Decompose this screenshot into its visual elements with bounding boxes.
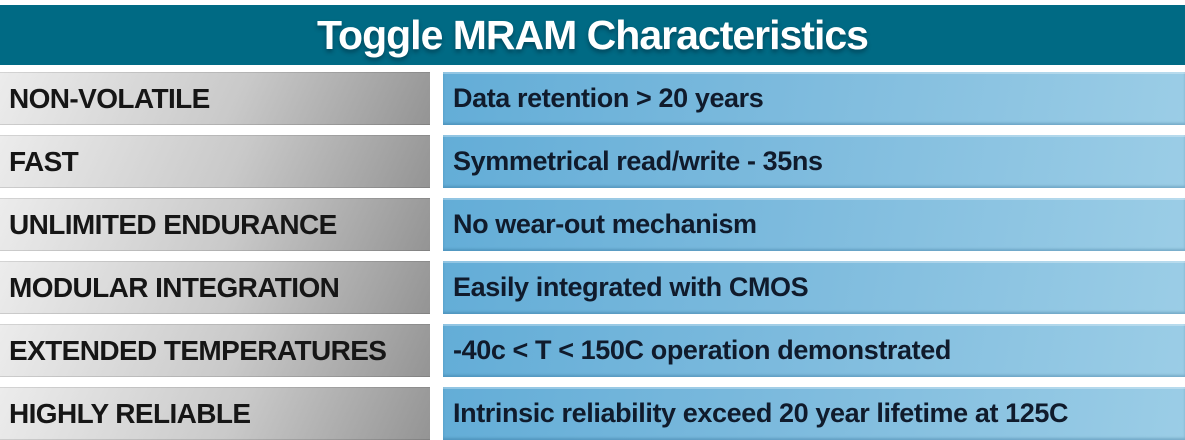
characteristic-value-cell: Easily integrated with CMOS (443, 261, 1185, 314)
characteristics-table: NON-VOLATILE Data retention > 20 years F… (0, 65, 1185, 440)
characteristic-label-cell: MODULAR INTEGRATION (0, 261, 430, 314)
header-band: Toggle MRAM Characteristics (0, 5, 1185, 65)
table-row: EXTENDED TEMPERATURES -40c < T < 150C op… (0, 324, 1185, 377)
table-row: HIGHLY RELIABLE Intrinsic reliability ex… (0, 387, 1185, 440)
table-row: MODULAR INTEGRATION Easily integrated wi… (0, 261, 1185, 314)
page-title: Toggle MRAM Characteristics (317, 11, 869, 58)
characteristic-value-cell: Intrinsic reliability exceed 20 year lif… (443, 387, 1185, 440)
characteristic-label-cell: UNLIMITED ENDURANCE (0, 198, 430, 251)
table-row: FAST Symmetrical read/write - 35ns (0, 135, 1185, 188)
characteristic-value-cell: Symmetrical read/write - 35ns (443, 135, 1185, 188)
characteristic-label-cell: NON-VOLATILE (0, 72, 430, 125)
characteristic-label-cell: HIGHLY RELIABLE (0, 387, 430, 440)
characteristic-label-cell: EXTENDED TEMPERATURES (0, 324, 430, 377)
top-margin-strip (0, 0, 1185, 5)
table-row: UNLIMITED ENDURANCE No wear-out mechanis… (0, 198, 1185, 251)
characteristic-value-cell: No wear-out mechanism (443, 198, 1185, 251)
table-row: NON-VOLATILE Data retention > 20 years (0, 72, 1185, 125)
characteristic-label-cell: FAST (0, 135, 430, 188)
characteristic-value-cell: -40c < T < 150C operation demonstrated (443, 324, 1185, 377)
characteristic-value-cell: Data retention > 20 years (443, 72, 1185, 125)
